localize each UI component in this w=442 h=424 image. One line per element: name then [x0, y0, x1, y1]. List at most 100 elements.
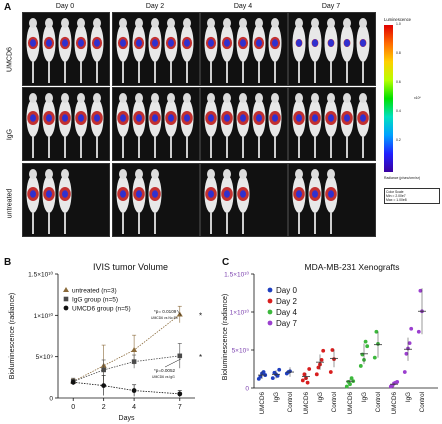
- colorbar-tick-max: 1.0: [396, 22, 401, 26]
- tumor-signal-core: [152, 39, 158, 47]
- mouse-head: [183, 18, 191, 28]
- tumor-signal-core: [120, 190, 126, 198]
- mouse-tail: [314, 61, 316, 83]
- mouse-head: [61, 169, 69, 179]
- annotation-p2: *p=0.0052: [154, 368, 176, 373]
- ivis-image: [22, 87, 110, 161]
- y-axis-label: Bioluminescence (radiance): [9, 293, 16, 379]
- tumor-signal-core: [344, 39, 350, 47]
- tumor-signal-core: [152, 114, 158, 122]
- mouse-tail: [330, 61, 332, 83]
- mouse-head: [271, 18, 279, 28]
- mouse-tail: [330, 212, 332, 234]
- legend-marker: [267, 320, 273, 326]
- mouse-tail: [186, 136, 188, 158]
- y-tick-label: 1.5×10¹⁰: [224, 271, 249, 279]
- legend-marker: [267, 298, 273, 304]
- tumor-signal-core: [224, 39, 230, 47]
- ivis-image: [22, 163, 110, 237]
- mouse-head: [29, 169, 37, 179]
- x-category-label: UMCD6: [303, 392, 310, 415]
- ivis-image: [288, 163, 376, 237]
- tumor-signal-core: [240, 39, 246, 47]
- mouse-head: [311, 18, 319, 28]
- mouse-tail: [32, 212, 34, 234]
- data-point: [131, 347, 138, 353]
- colorbar-tick-1: 0.8: [396, 51, 401, 55]
- mouse-tail: [258, 136, 260, 158]
- data-point: [395, 380, 400, 384]
- data-point: [321, 348, 326, 353]
- colorbar-title: Luminescence: [384, 17, 412, 22]
- mouse-head: [207, 169, 215, 179]
- annotation-p2-sub: UMCD6 vs IgG: [152, 375, 175, 379]
- colorbar-exp: x10⁸: [414, 96, 421, 100]
- mouse-tail: [210, 61, 212, 83]
- x-category-label: UMCD6: [391, 392, 398, 415]
- data-point: [349, 376, 354, 381]
- day-label-0: Day 0: [55, 3, 75, 10]
- tumor-signal-core: [94, 114, 100, 122]
- data-point: [305, 380, 310, 385]
- tumor-signal-core: [312, 190, 318, 198]
- mouse-tail: [242, 212, 244, 234]
- annotation-p1: *p= 0.0109: [154, 309, 177, 314]
- data-point: [402, 370, 407, 374]
- chart-b-title: IVIS tumor Volume: [93, 262, 168, 272]
- mouse-head: [151, 18, 159, 28]
- data-point: [131, 359, 137, 364]
- mouse-head: [61, 18, 69, 28]
- mouse-head: [223, 18, 231, 28]
- mouse-tail: [170, 136, 172, 158]
- mouse-tail: [80, 61, 82, 83]
- mouse-head: [271, 93, 279, 103]
- y-tick-label: 5×10⁹: [232, 348, 250, 355]
- legend-marker: [267, 287, 273, 293]
- tumor-signal-core: [184, 39, 190, 47]
- tumor-signal-core: [328, 114, 334, 122]
- colorbar-units: Radiance (p/sec/cm²/sr): [384, 176, 420, 180]
- mouse-tail: [298, 61, 300, 83]
- mouse-head: [77, 18, 85, 28]
- mouse-tail: [258, 61, 260, 83]
- data-point: [328, 370, 333, 374]
- mouse-head: [61, 93, 69, 103]
- ivis-image-drawing: [204, 93, 282, 158]
- mouse-tail: [48, 212, 50, 234]
- tumor-signal-core: [240, 114, 246, 122]
- tumor-signal-core: [256, 39, 262, 47]
- mouse-tail: [362, 61, 364, 83]
- mouse-head: [327, 18, 335, 28]
- mouse-tail: [330, 136, 332, 158]
- legend-label: Day 4: [276, 308, 297, 317]
- ivis-image-drawing: [292, 18, 370, 83]
- x-category-label: Control: [331, 392, 338, 412]
- mouse-tail: [314, 136, 316, 158]
- mouse-tail: [226, 212, 228, 234]
- ivis-image: [288, 12, 376, 86]
- mouse-head: [29, 18, 37, 28]
- mouse-head: [295, 93, 303, 103]
- mouse-tail: [298, 212, 300, 234]
- day-label-7: Day 7: [321, 3, 341, 10]
- mouse-tail: [210, 212, 212, 234]
- mouse-tail: [226, 136, 228, 158]
- tumor-signal-core: [136, 190, 142, 198]
- legend-label: Day 2: [276, 297, 297, 306]
- mouse-tail: [274, 61, 276, 83]
- mouse-tail: [64, 212, 66, 234]
- ivis-image: [200, 12, 288, 86]
- tumor-signal-core: [312, 39, 318, 47]
- y-tick-label: 1×10¹⁰: [34, 312, 54, 320]
- colorbar: [384, 25, 393, 172]
- x-category-label: UMCD6: [259, 392, 266, 415]
- legend-marker: [63, 296, 69, 302]
- data-point: [258, 374, 263, 379]
- tumor-signal-core: [296, 114, 302, 122]
- mouse-head: [151, 169, 159, 179]
- ivis-image-drawing: [204, 169, 250, 234]
- mouse-tail: [80, 136, 82, 158]
- x-category-label: IgG: [273, 392, 280, 402]
- data-point: [177, 353, 183, 359]
- row-label-untreated: untreated: [6, 188, 14, 219]
